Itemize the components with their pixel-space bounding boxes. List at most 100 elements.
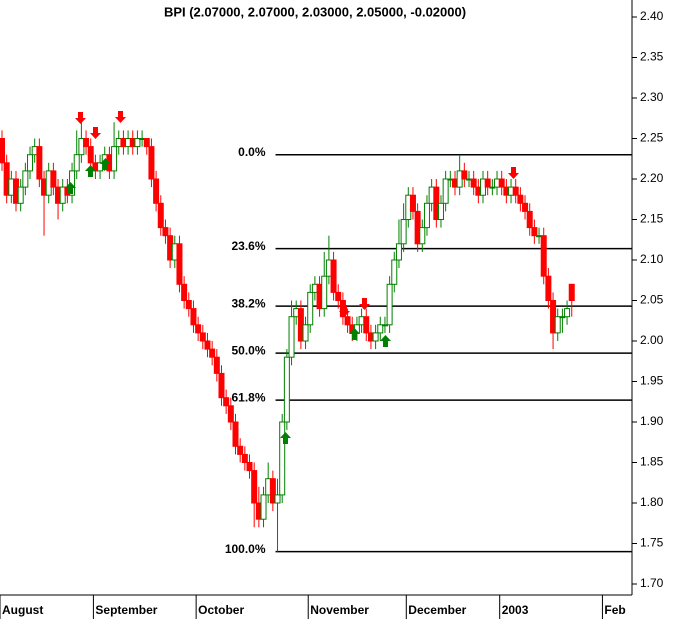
candle-body: [363, 316, 370, 334]
candle-body: [442, 178, 449, 204]
candle-body: [395, 243, 402, 261]
candle-body: [199, 332, 206, 342]
candle-body: [554, 316, 561, 334]
candle-body: [36, 146, 43, 180]
candle-body: [251, 470, 258, 504]
y-tick-label: 2.05: [640, 293, 664, 307]
x-tick-label: 2003: [502, 603, 529, 617]
candle-body: [176, 243, 183, 285]
candle-body: [344, 316, 351, 326]
x-tick-label: Feb: [604, 603, 625, 617]
candle-body: [157, 202, 164, 229]
x-tick-label: September: [95, 603, 157, 617]
candle-body: [27, 154, 34, 172]
y-tick-label: 2.20: [640, 171, 664, 185]
candle-body: [283, 356, 290, 423]
candle-body: [50, 170, 57, 188]
candle-body: [195, 324, 202, 334]
y-tick-label: 2.30: [640, 90, 664, 104]
candle-body: [237, 445, 244, 455]
candle-body: [409, 194, 416, 212]
candle-body: [227, 405, 234, 423]
candle-body: [143, 138, 150, 148]
y-tick-label: 1.70: [640, 576, 664, 590]
y-tick-label: 2.40: [640, 9, 664, 23]
candle-body: [241, 453, 248, 463]
candle-body: [209, 348, 216, 358]
sell-arrow: [508, 167, 519, 179]
candle-body: [185, 300, 192, 310]
candle-body: [181, 283, 188, 301]
fib-label: 61.8%: [231, 390, 265, 404]
candle-body: [22, 170, 29, 188]
sell-arrow: [115, 111, 126, 123]
sell-arrow: [90, 127, 101, 139]
candle-body: [335, 291, 342, 301]
sell-arrow: [75, 112, 86, 124]
sell-arrow: [359, 298, 370, 310]
y-tick-label: 2.25: [640, 131, 664, 145]
candle-body: [83, 138, 90, 148]
candle-body: [204, 340, 211, 350]
y-tick-label: 1.75: [640, 536, 664, 550]
fib-label: 100.0%: [225, 542, 266, 556]
buy-arrow: [65, 182, 76, 194]
buy-arrow: [349, 328, 360, 340]
candle-body: [489, 186, 496, 189]
y-tick-label: 1.95: [640, 374, 664, 388]
candle-body: [260, 494, 267, 520]
candle-body: [522, 202, 529, 212]
candle-body: [391, 259, 398, 285]
candle-body: [377, 324, 384, 334]
candle-body: [531, 227, 538, 237]
candle-body: [307, 291, 314, 326]
candle-body: [302, 324, 309, 342]
candle-body: [559, 316, 566, 319]
candle-body: [0, 138, 5, 164]
candle-body: [111, 146, 118, 172]
candle-body: [540, 235, 547, 277]
buy-arrow: [380, 335, 391, 347]
candle-body: [246, 462, 253, 472]
fib-label: 38.2%: [231, 296, 265, 310]
candle-body: [512, 186, 519, 196]
candle-body: [17, 186, 24, 204]
y-tick-label: 1.90: [640, 414, 664, 428]
x-tick-label: October: [198, 603, 244, 617]
candle-body: [288, 316, 295, 358]
candle-body: [134, 138, 141, 148]
fib-label: 0.0%: [238, 145, 266, 159]
candle-body: [423, 202, 430, 229]
candle-body: [419, 227, 426, 245]
candle-body: [148, 146, 155, 180]
fib-label: 50.0%: [231, 343, 265, 357]
chart-title: BPI (2.07000, 2.07000, 2.03000, 2.05000,…: [164, 4, 466, 19]
candle-body: [498, 178, 505, 188]
signal-arrows: [65, 111, 519, 444]
buy-arrow: [100, 158, 111, 170]
candle-body: [153, 178, 160, 204]
y-tick-label: 2.15: [640, 212, 664, 226]
candle-body: [437, 202, 444, 221]
candle-body: [223, 397, 230, 407]
candle-body: [484, 178, 491, 188]
candle-body: [545, 275, 552, 302]
candle-body: [400, 219, 407, 245]
x-tick-label: August: [2, 603, 43, 617]
y-tick-label: 2.35: [640, 50, 664, 64]
y-tick-label: 2.10: [640, 252, 664, 266]
fib-label: 23.6%: [231, 239, 265, 253]
candle-body: [73, 154, 80, 172]
candle-body: [517, 194, 524, 204]
candle-body: [279, 421, 286, 496]
candle-body: [218, 372, 225, 399]
buy-arrow: [85, 165, 96, 177]
y-tick-label: 1.80: [640, 495, 664, 509]
candle-body: [568, 283, 575, 301]
y-tick-label: 1.85: [640, 455, 664, 469]
candle-body: [274, 494, 281, 504]
candle-body: [526, 210, 533, 229]
candle-body: [372, 332, 379, 342]
y-tick-label: 2.00: [640, 333, 664, 347]
